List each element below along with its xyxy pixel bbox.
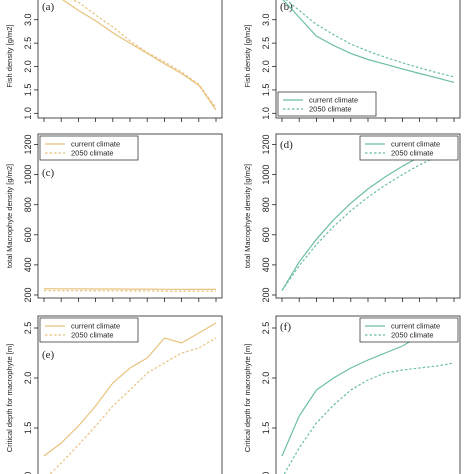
y-tick-label: 1.0 <box>261 472 271 474</box>
y-tick-label: 2.0 <box>23 60 33 73</box>
legend-label: 2050 climate <box>309 105 352 114</box>
series-line-2050-climate <box>70 0 217 109</box>
y-tick-label: 400 <box>261 257 271 272</box>
series-line-2050-climate <box>49 337 217 474</box>
y-tick-label: 1.5 <box>23 422 33 435</box>
y-tick-label: 800 <box>261 197 271 212</box>
y-axis-label: total Macrophyte density [g/m2] <box>5 164 14 268</box>
y-tick-label: 200 <box>23 287 33 302</box>
series-line-current-climate <box>43 288 216 290</box>
y-tick-label: 200 <box>261 287 271 302</box>
chart-panel-1: 1.0 1.5 2.0 2.5 3.0 Fish density [g/m2] (a) <box>5 0 223 122</box>
legend-box <box>39 317 139 343</box>
legend-label: current climate <box>309 96 358 105</box>
legend-label: current climate <box>391 322 440 331</box>
legend-label: current climate <box>71 140 120 149</box>
series-line-2050-climate <box>281 148 455 291</box>
y-tick-label: 3.0 <box>261 13 271 26</box>
legend-box <box>359 317 459 343</box>
y-tick-label: 600 <box>261 227 271 242</box>
y-tick-label: 2.5 <box>23 322 33 335</box>
series-line-current-climate <box>282 0 455 83</box>
y-tick-label: 2.0 <box>261 372 271 385</box>
y-tick-label: 1.5 <box>261 422 271 435</box>
panel-tag: (b) <box>280 1 293 13</box>
y-axis-label: Critical depth for macrophyte [m] <box>5 344 14 452</box>
y-tick-label: 1000 <box>261 165 271 185</box>
y-axis-label: Fish density [g/m2] <box>5 25 14 88</box>
y-tick-label: 400 <box>23 257 33 272</box>
chart-panel-2: 1.0 1.5 2.0 2.5 3.0 Fish density [g/m2] (b) cur… <box>243 0 461 122</box>
legend-label: current climate <box>391 140 440 149</box>
chart-panel-4: 200 400 600 800 1000 1200 total Macrophyte den… <box>243 133 461 303</box>
y-tick-label: 3.0 <box>23 13 33 26</box>
legend-label: 2050 climate <box>391 331 434 340</box>
plot-frame <box>275 315 461 474</box>
chart-panel-3: 200 400 600 800 1000 1200 total Macrophyte den… <box>5 133 223 303</box>
y-tick-label: 1.5 <box>23 84 33 97</box>
y-axis-label: total Macrophyte density [g/m2] <box>243 164 252 268</box>
y-tick-label: 2.5 <box>261 37 271 50</box>
legend-label: current climate <box>71 322 120 331</box>
plot-frame <box>37 315 223 474</box>
legend-label: 2050 climate <box>391 149 434 158</box>
y-tick-label: 800 <box>23 197 33 212</box>
y-tick-label: 1.5 <box>261 84 271 97</box>
series-line-2050-climate <box>285 0 455 78</box>
legend-label: 2050 climate <box>71 149 114 158</box>
series-line-2050-climate <box>283 362 455 474</box>
y-tick-label: 1.0 <box>23 107 33 120</box>
y-axis-label: Critical depth for macrophyte [m] <box>243 344 252 452</box>
panel-tag: (a) <box>42 1 55 13</box>
legend-box <box>277 91 377 117</box>
y-tick-label: 1.0 <box>23 472 33 474</box>
series-line-current-climate <box>43 322 217 457</box>
panel-tag: (c) <box>42 167 55 179</box>
y-tick-label: 600 <box>23 227 33 242</box>
y-tick-label: 2.5 <box>261 322 271 335</box>
y-tick-label: 1200 <box>261 135 271 155</box>
y-tick-label: 1200 <box>23 135 33 155</box>
y-tick-label: 1000 <box>23 165 33 185</box>
legend-label: 2050 climate <box>71 331 114 340</box>
y-tick-label: 2.5 <box>23 37 33 50</box>
panel-tag: (e) <box>42 349 55 361</box>
series-line-current-climate <box>62 0 217 111</box>
panel-tag: (d) <box>280 139 293 151</box>
panel-tag: (f) <box>280 321 291 333</box>
series-line-2050-climate <box>43 289 216 292</box>
y-tick-label: 1.0 <box>261 107 271 120</box>
y-tick-label: 2.0 <box>261 60 271 73</box>
y-axis-label: Fish density [g/m2] <box>243 25 252 88</box>
chart-panel-5: 1.0 1.5 2.0 2.5 Critical depth for macrophyt… <box>5 315 223 474</box>
legend-box <box>359 135 459 161</box>
chart-panel-6: 1.0 1.5 2.0 2.5 Critical depth for macrophyt… <box>243 315 461 474</box>
legend-box <box>39 135 139 161</box>
y-tick-label: 2.0 <box>23 372 33 385</box>
